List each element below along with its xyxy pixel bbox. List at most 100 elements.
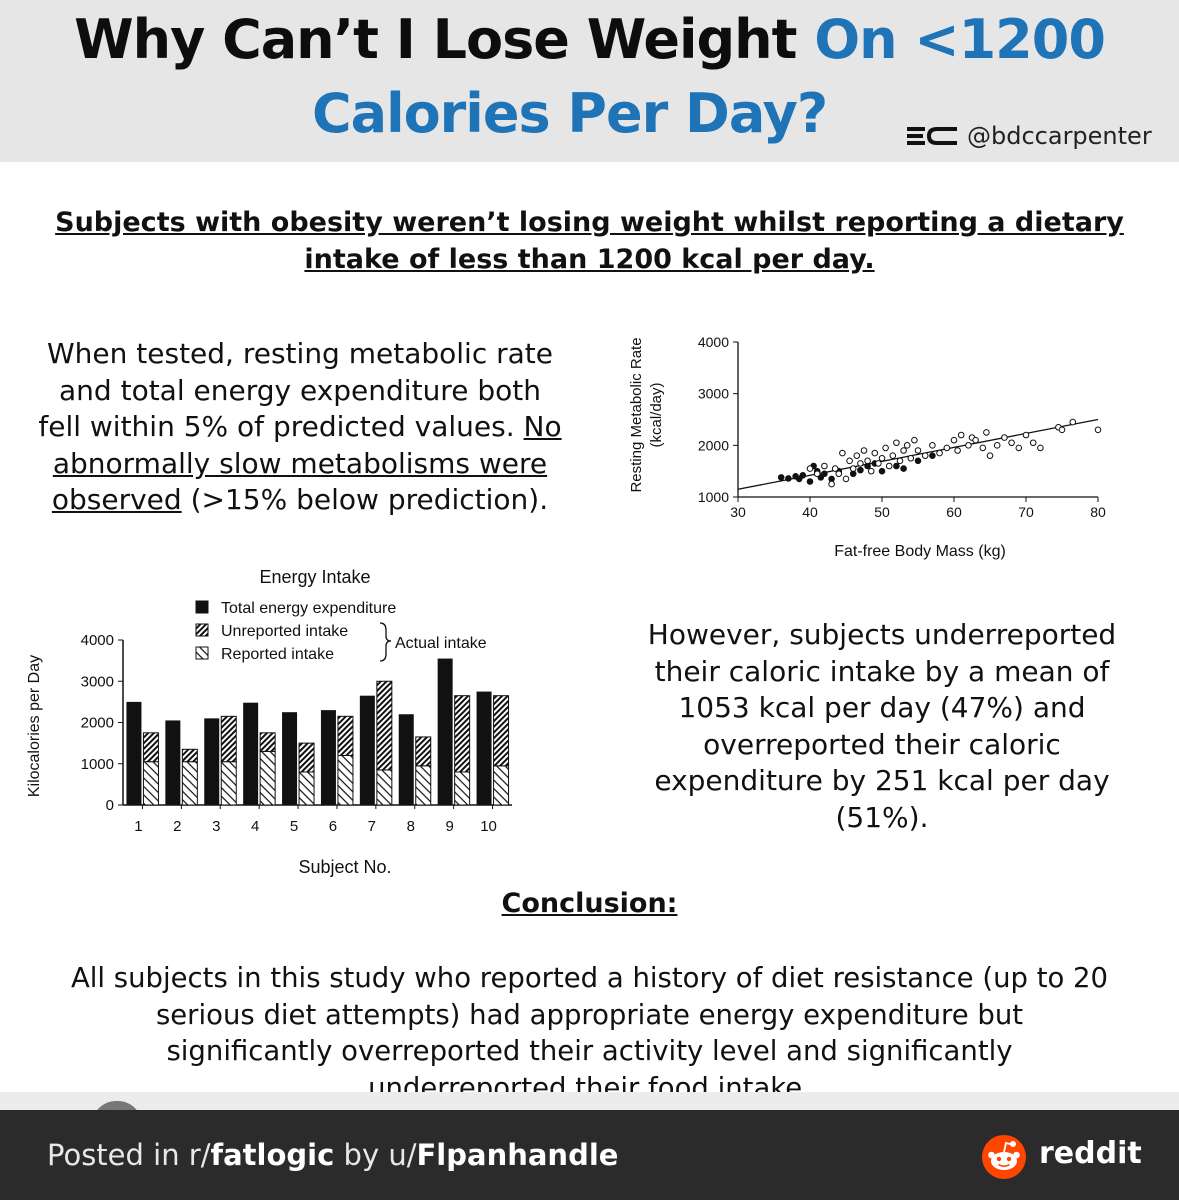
scatter-point-open xyxy=(860,447,868,454)
scatter-point-open xyxy=(849,465,857,472)
bar-x-tick-label: 5 xyxy=(290,818,298,835)
bar-reported-intake xyxy=(298,771,315,806)
scatter-point-open xyxy=(972,436,979,444)
subreddit-link[interactable]: fatlogic xyxy=(210,1138,335,1172)
author-handle: @bdccarpenter xyxy=(905,122,1152,150)
bar-x-tick-label: 9 xyxy=(445,818,453,835)
bar-chart-title: Energy Intake xyxy=(259,567,370,587)
scatter-points xyxy=(777,418,1102,488)
scatter-axes: 30 40 50 60 70 80 1000 2000 3000 4000 xyxy=(698,334,1106,520)
scatter-point-open xyxy=(950,436,958,444)
energy-intake-bar-chart: Energy Intake Total energy expenditure Un… xyxy=(26,567,512,877)
scatter-point-open xyxy=(1015,444,1023,452)
right-text-line1: However, subjects underreported xyxy=(647,618,1117,651)
scatter-point-filled xyxy=(821,470,828,478)
left-text-line3-underlined: No xyxy=(523,410,562,443)
bar-unreported-intake xyxy=(454,695,471,773)
scatter-point-open xyxy=(857,460,864,467)
bar-reported-intake xyxy=(454,771,471,806)
scatter-point-filled xyxy=(929,452,936,459)
bar-x-tick-label: 7 xyxy=(368,818,376,835)
scatter-y-tick-label: 2000 xyxy=(698,437,729,453)
conclusion-line3: significantly overreported their activit… xyxy=(166,1035,1013,1067)
bar-x-tick-label: 2 xyxy=(173,818,181,835)
left-text-line4-underlined: abnormally slow metabolisms were xyxy=(52,446,548,480)
scatter-point-open xyxy=(893,439,900,447)
scatter-point-filled xyxy=(777,474,785,481)
bar-x-tick-label: 1 xyxy=(134,818,142,835)
scatter-point-open xyxy=(979,444,987,452)
bar-total-expenditure xyxy=(476,691,492,805)
bar-unreported-intake xyxy=(415,736,432,767)
bar-unreported-intake xyxy=(376,680,393,771)
scatter-point-open xyxy=(842,475,850,483)
bar-reported-intake xyxy=(337,755,354,806)
scatter-point-open xyxy=(900,447,907,454)
title-blue-part: On <1200 xyxy=(814,8,1106,71)
bar-total-expenditure xyxy=(398,714,414,805)
reddit-logo-icon[interactable] xyxy=(981,1134,1027,1180)
bar-reported-intake xyxy=(493,765,510,806)
scatter-point-open xyxy=(965,442,972,449)
scatter-point-open xyxy=(871,449,879,457)
legend-reported-intake-label: Reported intake xyxy=(221,646,334,663)
scatter-point-open xyxy=(853,452,861,459)
bar-x-tick-label: 4 xyxy=(251,818,259,835)
bar-legend: Total energy expenditure Unreported intak… xyxy=(195,600,487,663)
scatter-x-tick-label: 80 xyxy=(1090,504,1106,520)
scatter-point-filled xyxy=(878,467,886,475)
comment-strip xyxy=(0,1092,1179,1112)
bar-unreported-intake xyxy=(142,732,159,763)
legend-unreported-intake-label: Unreported intake xyxy=(221,623,348,640)
legend-unreported-intake-swatch xyxy=(195,623,209,637)
bar-total-expenditure xyxy=(165,720,181,805)
conclusion-text: All subjects in this study who reported … xyxy=(0,960,1179,1106)
subtitle-line1: Subjects with obesity weren’t losing wei… xyxy=(55,207,1124,238)
scatter-point-filled xyxy=(799,472,807,479)
left-text-line1: When tested, resting metabolic rate xyxy=(46,337,554,370)
scatter-y-tick-label: 3000 xyxy=(698,386,729,402)
scatter-point-open xyxy=(921,452,929,459)
right-text-line5: expenditure by 251 kcal per day xyxy=(654,764,1110,797)
bar-total-expenditure xyxy=(359,695,375,805)
scatter-point-open xyxy=(1008,439,1015,447)
left-text-line3: fell within 5% of predicted values. xyxy=(38,410,524,443)
bar-total-expenditure xyxy=(320,710,336,805)
user-link[interactable]: Flpanhandle xyxy=(416,1138,619,1172)
scatter-point-open xyxy=(936,449,943,457)
bar-reported-intake xyxy=(181,761,198,806)
scatter-point-open xyxy=(889,452,897,459)
scatter-point-filled xyxy=(900,465,907,472)
bar-total-expenditure xyxy=(282,712,298,805)
scatter-point-filled xyxy=(857,466,864,474)
scatter-point-open xyxy=(875,460,882,467)
legend-total-expenditure-label: Total energy expenditure xyxy=(221,600,396,617)
rmr-scatter-chart: 30 40 50 60 70 80 1000 2000 3000 4000 Fat-free Bo… xyxy=(628,334,1106,560)
reddit-footer: Posted in r/fatlogic by u/Flpanhandle re… xyxy=(0,1110,1179,1200)
scatter-x-axis-label: Fat-free Body Mass (kg) xyxy=(834,543,1006,560)
scatter-point-open xyxy=(846,457,853,465)
bar-x-tick-label: 6 xyxy=(329,818,337,835)
legend-actual-intake-label: Actual intake xyxy=(395,635,487,652)
scatter-y-axis-label-line2: (kcal/day) xyxy=(648,382,665,447)
scatter-x-tick-label: 40 xyxy=(802,504,818,520)
right-text-line6: (51%). xyxy=(835,800,929,834)
scatter-point-open xyxy=(1069,418,1077,426)
bar-bars xyxy=(126,658,510,806)
scatter-x-tick-label: 30 xyxy=(730,504,746,520)
bar-y-tick-label: 4000 xyxy=(81,632,114,649)
scatter-point-open xyxy=(957,431,965,439)
scatter-point-open xyxy=(896,457,904,465)
scatter-point-open xyxy=(907,454,915,462)
legend-reported-intake-swatch xyxy=(195,646,209,660)
scatter-point-open xyxy=(903,442,911,449)
title-black-part: Why Can’t I Lose Weight xyxy=(74,8,815,71)
bar-unreported-intake xyxy=(181,748,198,763)
scatter-point-open xyxy=(1022,431,1030,439)
scatter-point-open xyxy=(1029,439,1037,447)
scatter-point-open xyxy=(839,449,846,457)
page-title-line2: Calories Per Day? xyxy=(312,82,828,145)
bar-unreported-intake xyxy=(298,742,315,773)
bar-x-axis-label: Subject No. xyxy=(298,857,391,877)
scatter-point-open xyxy=(835,470,843,478)
